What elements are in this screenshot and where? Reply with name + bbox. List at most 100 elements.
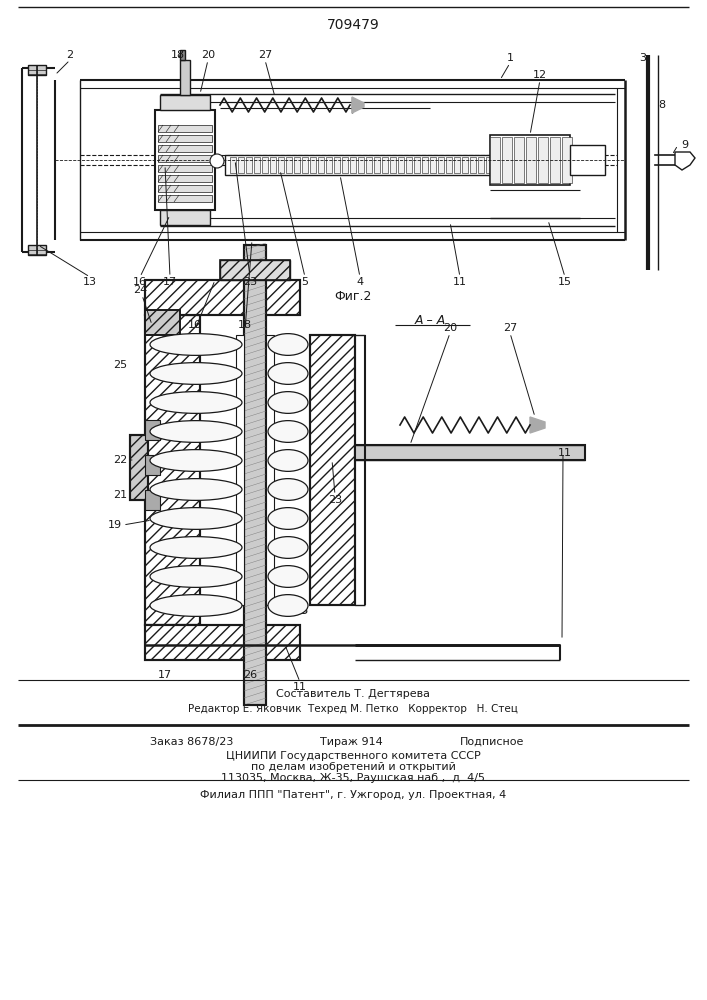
Bar [486,157,492,173]
Bar [318,157,324,173]
Bar [414,157,420,173]
Bar [382,157,388,173]
Text: 19: 19 [108,520,122,530]
Bar [158,195,212,202]
Bar [220,260,290,280]
Bar [562,137,572,183]
Bar [538,137,548,183]
Bar [526,157,532,173]
Ellipse shape [268,334,308,355]
Text: ЦНИИПИ Государственного комитета СССР: ЦНИИПИ Государственного комитета СССР [226,751,480,761]
Text: А – А: А – А [414,314,445,326]
Text: 16: 16 [133,277,147,287]
Text: 11: 11 [293,682,307,692]
Bar [490,135,570,185]
Bar [145,280,300,315]
Bar [236,335,244,605]
Bar [244,245,266,705]
Ellipse shape [268,537,308,558]
Bar [238,157,244,173]
Bar [220,260,290,280]
Ellipse shape [268,450,308,471]
Bar [422,157,428,173]
Text: 27: 27 [258,50,272,60]
Ellipse shape [150,421,242,442]
Ellipse shape [150,479,242,500]
Bar [145,625,300,660]
Bar [270,157,276,173]
Ellipse shape [268,479,308,500]
Ellipse shape [268,392,308,413]
Bar [278,157,284,173]
Text: 11: 11 [453,277,467,287]
Text: Заказ 8678/23: Заказ 8678/23 [150,737,233,747]
Bar [570,145,605,175]
Bar [28,245,46,255]
Bar [225,155,540,175]
Bar [158,185,212,192]
Bar [302,157,308,173]
Text: 18: 18 [171,50,185,60]
Text: 20: 20 [201,50,215,60]
Bar [462,157,468,173]
Bar [390,157,396,173]
Bar [518,157,524,173]
Bar [502,137,512,183]
Text: 2: 2 [66,50,74,60]
Bar [310,157,316,173]
Circle shape [210,154,224,168]
Polygon shape [675,152,695,170]
Bar [145,455,160,475]
Ellipse shape [268,508,308,529]
Bar [28,65,46,75]
Text: 20: 20 [443,323,457,333]
Text: 8: 8 [658,100,665,110]
Text: 9: 9 [682,140,689,150]
Bar [158,175,212,182]
Bar [254,157,260,173]
Bar [244,245,266,705]
Ellipse shape [150,363,242,384]
Bar [342,157,348,173]
Text: Подписное: Подписное [460,737,525,747]
Bar [502,157,508,173]
Bar [160,95,210,110]
Bar [180,60,190,95]
Bar [145,315,200,625]
Text: 25: 25 [113,360,127,370]
Bar [230,157,236,173]
Bar [494,157,500,173]
Text: по делам изобретений и открытий: по делам изобретений и открытий [250,762,455,772]
Text: 13: 13 [83,277,97,287]
Text: Составитель Т. Дегтярева: Составитель Т. Дегтярева [276,689,430,699]
Text: Фиг.2: Фиг.2 [334,290,372,304]
Bar [155,110,215,210]
Bar [294,157,300,173]
Text: 24: 24 [133,285,147,295]
Bar [145,625,300,660]
Ellipse shape [268,595,308,616]
Text: 23: 23 [328,495,342,505]
Text: 113035, Москва, Ж-35, Раушская наб.,  д. 4/5: 113035, Москва, Ж-35, Раушская наб., д. … [221,773,485,783]
Bar [158,135,212,142]
Bar [350,157,356,173]
Bar [246,157,252,173]
Bar [180,50,185,60]
Bar [438,157,444,173]
Text: 11: 11 [558,448,572,458]
Bar [398,157,404,173]
Bar [266,335,274,605]
Text: Редактор Е. Яковчик  Техред М. Петко   Корректор   Н. Стец: Редактор Е. Яковчик Техред М. Петко Корр… [188,704,518,714]
Bar [374,157,380,173]
Text: 27: 27 [503,323,517,333]
Ellipse shape [150,537,242,558]
Ellipse shape [150,566,242,587]
Ellipse shape [268,566,308,587]
Text: Филиал ППП "Патент", г. Ужгород, ул. Проектная, 4: Филиал ППП "Патент", г. Ужгород, ул. Про… [200,790,506,800]
Bar [526,137,536,183]
Bar [158,165,212,172]
Bar [366,157,372,173]
Ellipse shape [150,450,242,471]
Bar [446,157,452,173]
Bar [490,137,500,183]
